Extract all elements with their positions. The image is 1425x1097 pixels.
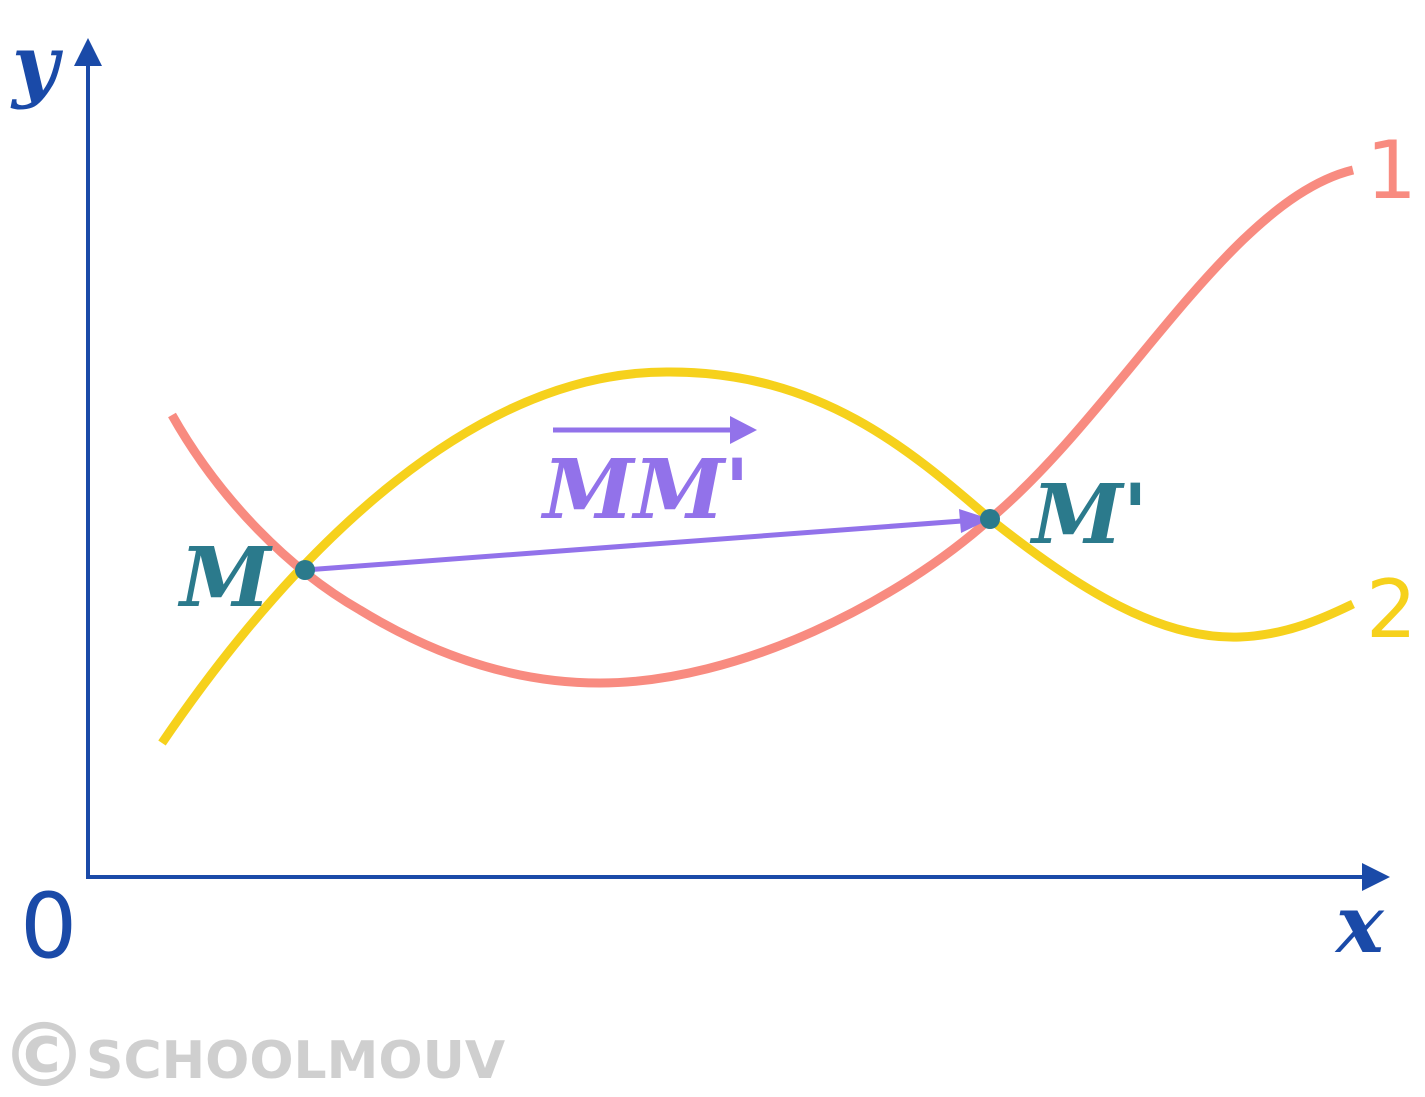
vector-line: [304, 518, 963, 573]
vector-arrowhead: [959, 509, 990, 533]
vector-label-arrow: [553, 416, 757, 444]
axes: [74, 38, 1390, 891]
x-axis-label: x: [1334, 877, 1385, 971]
point-m-label: M: [177, 530, 273, 626]
point-m-prime-label: M': [1029, 467, 1148, 563]
vector-mm-prime: [304, 509, 990, 573]
y-axis-arrowhead: [74, 38, 102, 66]
y-axis-label: y: [10, 17, 64, 111]
watermark: © SCHOOLMOUV: [0, 1004, 505, 1097]
origin-label: 0: [20, 874, 77, 979]
curve-2: [158, 367, 1355, 746]
point-m-prime: [980, 509, 1000, 529]
watermark-text: SCHOOLMOUV: [86, 1031, 505, 1091]
curve-2-label: 2: [1366, 563, 1417, 656]
point-m: [295, 560, 315, 580]
curve-1: [168, 165, 1355, 688]
curve-1-label: 1: [1366, 124, 1417, 217]
x-axis-arrowhead: [1362, 863, 1390, 891]
copyright-icon: ©: [0, 1004, 88, 1097]
vector-label: MM': [540, 442, 750, 538]
